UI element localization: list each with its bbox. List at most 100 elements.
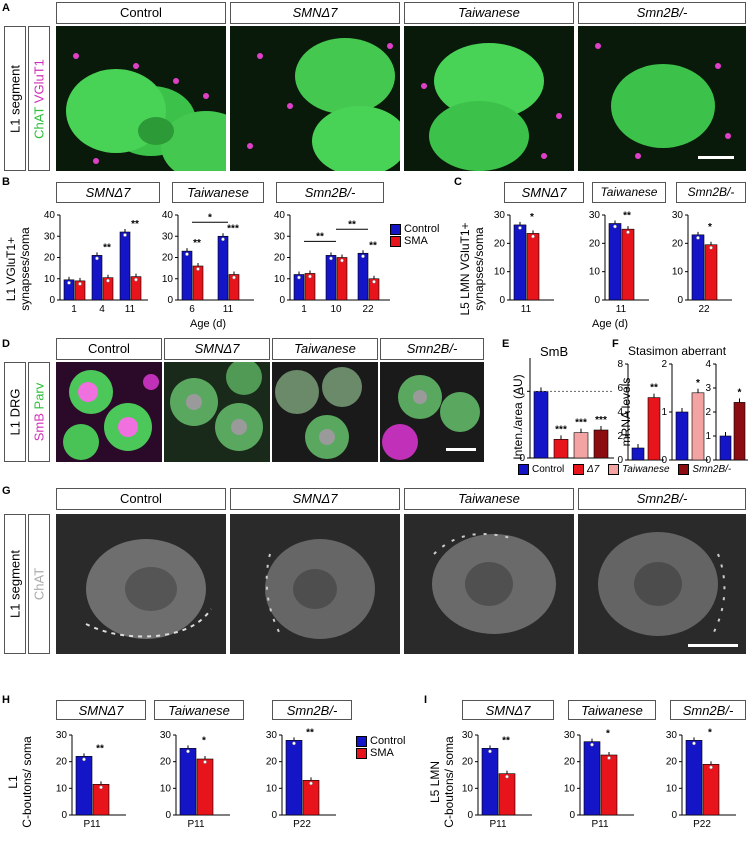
B3-ytick-label: 40 [274,210,286,221]
B2-ytick-label: 20 [162,253,174,264]
H2-datapoint [186,749,190,754]
F3-sig-label: * [738,387,742,398]
F2-ytick-label: 2 [661,359,667,370]
H2-xtick-label: P11 [187,819,204,830]
chart-h2-title: Taiwanese [154,700,244,720]
I3-xtick-label: P22 [693,819,711,830]
H3-datapoint [292,741,296,746]
C3-ytick-label: 20 [672,238,684,249]
legend-sma: SMA [356,747,405,759]
panel-a-header-control: Control [56,2,226,24]
H2-ytick-label: 30 [160,730,172,741]
micrograph-d-smn2b [380,362,484,462]
panel-g-header-control: Control [56,488,226,510]
panel-d-letter: D [2,338,10,350]
panel-h-ylabel: L1 C-boutons/ soma [6,736,34,828]
panel-a-side-label: L1 segment [4,26,26,171]
C2-xtick-label: 11 [616,304,627,315]
B1-bar-sma-2 [130,276,142,301]
panel-g-stain-label: ChAT [28,514,50,654]
B1-ytick-label: 10 [44,274,56,285]
C3-datapoint [696,235,700,240]
panel-c-xlabel: Age (d) [592,318,629,330]
B3-ytick-label: 20 [274,253,286,264]
panel-d-stain-label: SmB Parv [28,362,50,462]
panel-f-ylabel: mRNA levels [619,377,633,447]
B3-datapoint [372,279,376,284]
E-bar-1 [553,439,569,459]
F1-bar-0 [631,447,645,461]
B3-datapoint [361,254,365,259]
C1-bar-sma-0 [526,233,540,301]
micrograph-d-control [56,362,162,462]
micrograph-g-control [56,514,226,654]
legend-sma: SMA [390,235,439,247]
B2-xtick-label: 11 [223,304,234,315]
C3-ytick-label: 30 [672,210,684,221]
C3-bar-control-0 [691,234,705,301]
B3-sig-label: ** [316,231,324,242]
B3-datapoint [308,274,312,279]
I1-ytick-label: 0 [467,810,473,821]
H1-xtick-label: P11 [83,819,100,830]
I3-ytick-label: 20 [666,757,678,768]
C3-xtick-label: 22 [698,304,710,315]
panel-d-header-smn2b: Smn2B/- [380,338,484,360]
panel-e-ylabel: Inten./area (AU) [511,374,525,460]
C1-ytick-label: 20 [494,238,506,249]
I2-ytick-label: 0 [569,810,575,821]
C2-sig-label: ** [623,211,631,222]
B2-datapoint [232,275,236,280]
C2-ytick-label: 30 [589,210,601,221]
I2-bar-sma-0 [600,754,618,816]
I3-ytick-label: 0 [671,810,677,821]
panel-h-letter: H [2,694,10,706]
panel-a-stain-label: ChAT VGluT1 [28,26,50,171]
H2-sig-label: * [202,735,206,746]
I1-bar-control-0 [481,748,499,816]
H2-bar-control-0 [179,748,197,816]
I2-ytick-label: 10 [564,783,576,794]
C2-ytick-label: 0 [594,295,600,306]
H1-bar-sma-0 [92,784,110,816]
H2-ytick-label: 20 [160,757,172,768]
I3-bar-control-0 [685,740,703,816]
I3-bar-sma-0 [702,764,720,816]
B3-ytick-label: 30 [274,231,286,242]
H1-sig-label: ** [96,743,104,754]
chart-b1-title: SMNΔ7 [56,182,160,203]
F3-ytick-label: 4 [705,359,711,370]
panel-b-letter: B [2,176,10,188]
panel-a-header-smnd7: SMNΔ7 [230,2,400,24]
C3-ytick-label: 10 [672,267,684,278]
B1-ytick-label: 0 [49,295,55,306]
panel-e-letter: E [502,338,510,350]
H3-bar-sma-0 [302,780,320,816]
I2-bar-control-0 [583,741,601,816]
B1-sig-label: ** [103,242,111,253]
B1-bar-control-0 [63,279,75,301]
B2-sig-label: *** [227,223,239,234]
panel-a-header-taiwanese: Taiwanese [404,2,574,24]
B3-bar-sma-1 [336,257,348,301]
chart-c2-title: Taiwanese [592,182,666,203]
I1-ytick-label: 30 [462,730,474,741]
micrograph-a-smnd7 [230,26,400,171]
B3-ytick-label: 10 [274,274,286,285]
panel-g-header-taiwanese: Taiwanese [404,488,574,510]
B3-xtick-label: 22 [362,304,374,315]
C1-datapoint [518,226,522,230]
chart-i1-title: SMNΔ7 [462,700,554,720]
F3-ytick-label: 3 [705,383,711,394]
H1-datapoint [99,785,103,790]
I2-ytick-label: 30 [564,730,576,741]
E-sig-label: *** [575,418,587,429]
F2-ytick-label: 1 [661,407,667,418]
chart-b3-title: Smn2B/- [276,182,384,203]
B3-datapoint [329,256,333,261]
B1-sig-label: ** [131,219,139,230]
B2-ytick-label: 10 [162,274,174,285]
B1-xtick-label: 1 [71,304,77,315]
E-bar-3 [593,429,609,459]
B2-datapoint [221,237,225,242]
